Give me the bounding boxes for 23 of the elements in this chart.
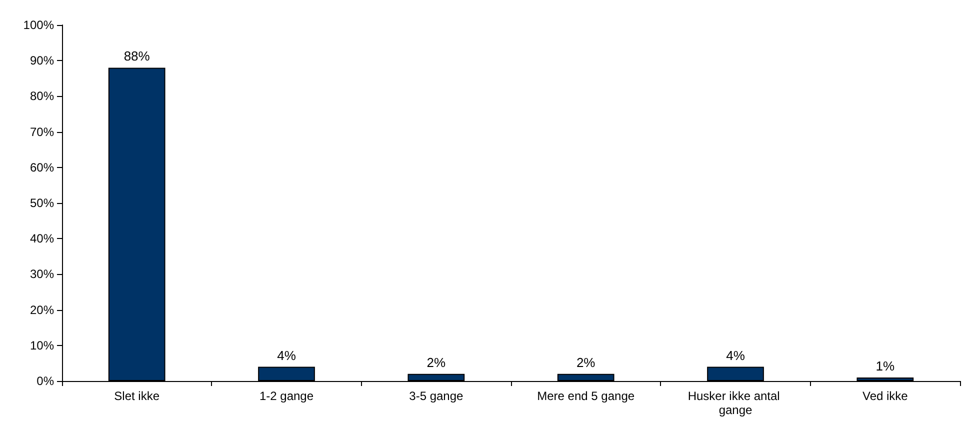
y-tick-label: 80% [30,89,54,104]
data-label: 2% [426,354,446,370]
data-label: 4% [277,348,296,363]
data-label: 88% [124,48,150,64]
x-tick-label: Ved ikke [862,389,908,403]
y-tick-label: 10% [30,338,54,352]
x-tick-label: Slet ikke [114,389,160,403]
data-label: 1% [876,358,895,374]
y-tick-label: 20% [30,302,54,317]
y-tick-label: 90% [30,54,54,68]
y-tick-label: 100% [23,18,54,32]
y-tick-label: 30% [30,267,54,282]
y-tick-label: 60% [30,160,54,174]
x-tick-label: 3-5 gange [409,389,464,403]
data-label: 2% [576,354,596,370]
x-tick-label: Mere end 5 gange [537,389,635,403]
y-tick-label: 40% [30,232,54,246]
y-tick-label: 70% [30,124,54,139]
x-tick-label: Husker ikke antal gange [688,389,784,417]
data-label: 4% [726,348,746,363]
x-tick-label: 1-2 gange [259,389,314,403]
y-tick-label: 0% [36,374,54,388]
y-tick-label: 50% [30,196,54,210]
